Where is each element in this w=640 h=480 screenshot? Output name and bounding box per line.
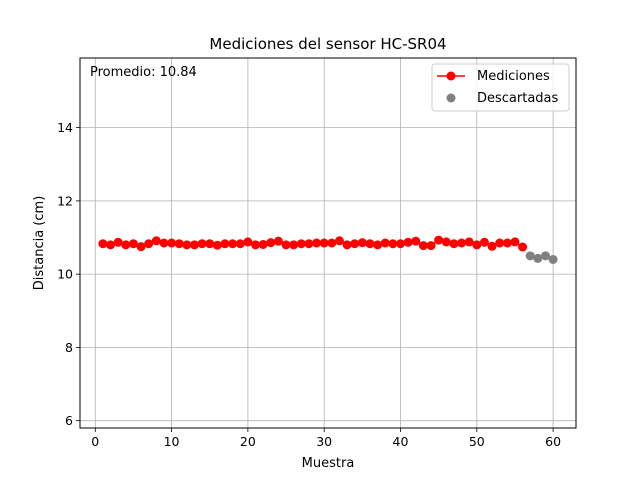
medicion-point (113, 237, 123, 247)
medicion-point (350, 239, 360, 249)
y-tick-label: 12 (57, 193, 73, 208)
x-tick-label: 40 (393, 434, 409, 449)
x-tick-label: 30 (316, 434, 332, 449)
x-axis-label: Muestra (302, 456, 355, 471)
medicion-point (518, 242, 528, 252)
medicion-point (426, 241, 436, 251)
medicion-point (212, 240, 222, 250)
medicion-point (174, 239, 184, 249)
medicion-point (365, 239, 375, 249)
medicion-point (342, 240, 352, 250)
medicion-point (388, 239, 398, 249)
medicion-point (327, 238, 337, 248)
medicion-point (289, 240, 299, 250)
medicion-point (312, 238, 322, 248)
medicion-point (403, 237, 413, 247)
medicion-point (380, 238, 390, 248)
legend-mediciones-label: Mediciones (477, 69, 550, 84)
medicion-point (357, 238, 367, 248)
medicion-point (418, 241, 428, 251)
medicion-point (205, 239, 215, 249)
medicion-point (273, 236, 283, 246)
medicion-point (121, 240, 131, 250)
medicion-point (319, 238, 329, 248)
medicion-point (457, 238, 467, 248)
y-tick-label: 10 (57, 267, 73, 282)
legend-box (431, 63, 570, 112)
x-tick-label: 50 (469, 434, 485, 449)
medicion-point (106, 240, 116, 250)
medicion-point (159, 238, 169, 248)
medicion-point (411, 236, 421, 246)
plot-frame (79, 57, 577, 429)
medicion-point (258, 239, 268, 249)
medicion-point (251, 240, 261, 250)
medicion-point (266, 238, 276, 248)
medicion-point (510, 237, 520, 247)
x-tick-label: 60 (545, 434, 561, 449)
legend-descartadas-marker (446, 93, 456, 103)
medicion-point (220, 239, 230, 249)
y-tick-label: 8 (65, 340, 73, 355)
y-axis-label: Distancia (cm) (32, 196, 47, 291)
medicion-point (136, 242, 146, 252)
x-tick-label: 0 (91, 434, 99, 449)
axis-ticks: 0 10 20 30 40 50 60 6 8 10 12 14 (57, 120, 561, 449)
medicion-point (373, 240, 383, 250)
medicion-point (334, 236, 344, 246)
medicion-point (182, 240, 192, 250)
medicion-point (98, 239, 108, 249)
medicion-point (395, 239, 405, 249)
descartada-point (540, 251, 550, 261)
medicion-point (472, 240, 482, 250)
medicion-point (235, 239, 245, 249)
descartada-point (548, 254, 558, 264)
medicion-point (144, 239, 154, 249)
medicion-point (296, 239, 306, 249)
medicion-point (151, 236, 161, 246)
legend: Mediciones Descartadas (431, 63, 570, 112)
chart-title: Mediciones del sensor HC-SR04 (209, 35, 446, 53)
medicion-point (487, 241, 497, 251)
medicion-point (304, 239, 314, 249)
descartada-point (533, 253, 543, 263)
medicion-point (167, 238, 177, 248)
legend-descartadas-label: Descartadas (477, 91, 559, 106)
average-annotation: Promedio: 10.84 (90, 65, 197, 80)
medicion-point (449, 239, 459, 249)
medicion-point (441, 237, 451, 247)
medicion-point (464, 237, 474, 247)
medicion-point (502, 238, 512, 248)
legend-mediciones-marker (446, 71, 456, 81)
y-tick-label: 6 (65, 413, 73, 428)
descartada-point (525, 251, 535, 261)
data-points (98, 235, 558, 264)
medicion-point (495, 238, 505, 248)
medicion-point (479, 237, 489, 247)
medicion-point (189, 240, 199, 250)
medicion-point (243, 237, 253, 247)
medicion-point (281, 240, 291, 250)
y-tick-label: 14 (57, 120, 73, 135)
medicion-point (128, 239, 138, 249)
medicion-point (434, 235, 444, 245)
x-tick-label: 20 (240, 434, 256, 449)
medicion-point (197, 239, 207, 249)
medicion-point (228, 239, 238, 249)
x-tick-label: 10 (164, 434, 180, 449)
